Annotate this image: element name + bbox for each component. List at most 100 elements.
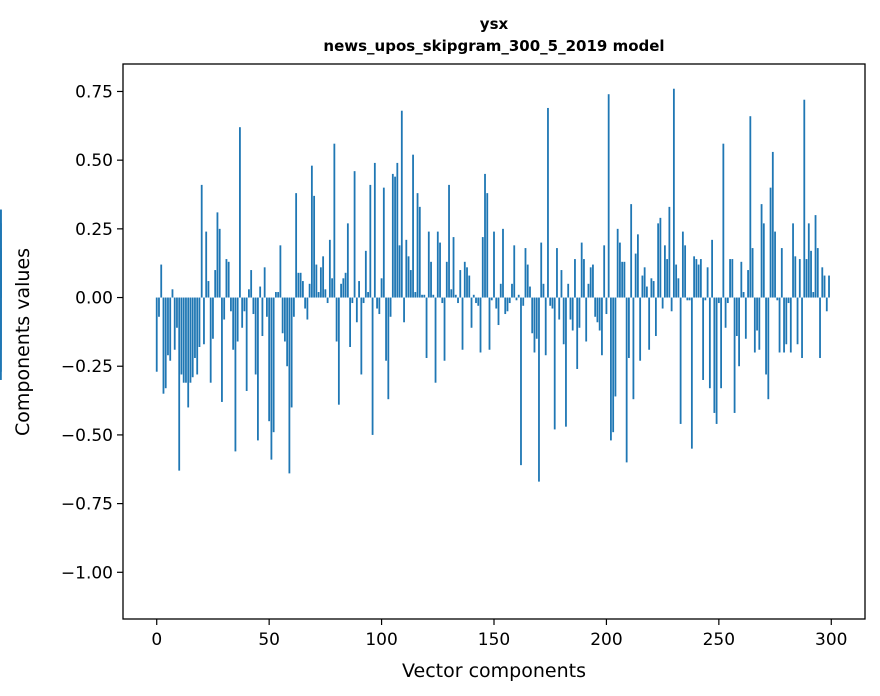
- bar-214: [637, 234, 639, 298]
- bar-138: [466, 267, 468, 298]
- bar-233: [679, 297, 682, 424]
- bar-160: [515, 297, 518, 301]
- bar-69: [310, 165, 313, 298]
- bar-126: [439, 242, 441, 298]
- bar-286: [798, 259, 801, 298]
- bar-81: [337, 297, 340, 405]
- bar-193: [589, 267, 592, 298]
- bar-2: [160, 264, 163, 298]
- bar-45: [257, 297, 259, 441]
- x-tick-label: 300: [815, 630, 847, 650]
- bar-127: [441, 297, 444, 304]
- bar-58: [286, 297, 289, 367]
- bar-241: [697, 264, 700, 298]
- bar-252: [722, 143, 725, 298]
- bar-133: [454, 294, 457, 298]
- bar-96: [371, 297, 374, 435]
- x-axis-label: Vector components: [402, 660, 586, 682]
- bar-220: [650, 278, 653, 298]
- bar-0: [155, 297, 158, 372]
- bar-14: [187, 297, 190, 408]
- bar-86: [349, 297, 351, 347]
- bar-267: [756, 297, 758, 331]
- bar-77: [328, 239, 331, 298]
- bar-123: [432, 294, 435, 298]
- bar-29: [221, 297, 223, 402]
- bar-94: [367, 292, 369, 298]
- x-tick-label: 250: [703, 630, 735, 650]
- bar-91: [360, 297, 363, 375]
- bar-89: [355, 297, 358, 323]
- bar-195: [594, 297, 597, 317]
- bar-200: [605, 297, 608, 315]
- bar-273: [769, 187, 772, 298]
- bar-20: [200, 184, 203, 298]
- bar-257: [733, 297, 736, 413]
- bar-259: [738, 297, 740, 367]
- bar-182: [565, 297, 567, 427]
- bar-128: [443, 297, 446, 361]
- bar-207: [621, 261, 624, 298]
- bar-275: [774, 231, 776, 298]
- bar-176: [551, 297, 554, 309]
- bar-13: [185, 297, 187, 383]
- bar-146: [484, 173, 486, 298]
- bar-92: [362, 297, 365, 304]
- bar-204: [614, 297, 617, 397]
- bar-35: [234, 297, 237, 452]
- bar-6: [169, 297, 172, 361]
- bar-25: [212, 297, 214, 339]
- bar-108: [398, 245, 401, 298]
- bar-102: [385, 297, 387, 361]
- bar-272: [767, 297, 770, 400]
- y-axis-ticks: 0.75 0.50 0.25 0.00 −0.25 −0.50 −0.75 −1.00: [61, 82, 123, 583]
- bar-151: [495, 297, 498, 309]
- bar-70: [313, 195, 316, 298]
- bar-229: [670, 297, 673, 312]
- bar-44: [254, 297, 257, 375]
- bar-68: [308, 283, 311, 298]
- bar-72: [317, 292, 320, 298]
- bar-37: [239, 127, 241, 298]
- bar-60: [290, 297, 293, 408]
- bar-280: [785, 297, 788, 345]
- bar-192: [587, 283, 590, 298]
- x-tick-label: 150: [478, 630, 510, 650]
- bar-148: [488, 297, 491, 350]
- bar-218: [646, 286, 648, 298]
- bar-161: [517, 294, 520, 298]
- bar-215: [639, 297, 642, 361]
- bar-30: [223, 297, 226, 320]
- bar-16: [191, 297, 194, 378]
- bar-249: [715, 297, 718, 424]
- bar-61: [292, 297, 295, 317]
- bar-149: [490, 297, 493, 301]
- bar-264: [749, 116, 752, 298]
- bar-83: [342, 278, 345, 298]
- bar-65: [301, 281, 304, 298]
- bar-144: [479, 297, 482, 353]
- bar-122: [430, 261, 432, 298]
- bar-246: [708, 297, 711, 389]
- bar-4: [164, 297, 167, 389]
- bar-194: [592, 264, 594, 298]
- bar-39: [243, 297, 246, 312]
- bar-55: [279, 245, 282, 298]
- bar-154: [502, 228, 504, 298]
- bar-181: [562, 297, 565, 345]
- bar-235: [684, 245, 687, 298]
- bar-116: [416, 193, 419, 298]
- chart-subtitle: news_upos_skipgram_300_5_2019 model: [323, 37, 664, 55]
- bar-137: [463, 261, 466, 298]
- bar-209: [625, 297, 628, 463]
- bar-107: [396, 162, 399, 298]
- bar-98: [376, 297, 378, 309]
- bar-104: [389, 297, 392, 317]
- bar-196: [596, 297, 599, 323]
- bar-112: [407, 256, 410, 298]
- bar-99: [378, 297, 381, 315]
- bar-240: [695, 259, 698, 298]
- bar-66: [304, 297, 307, 309]
